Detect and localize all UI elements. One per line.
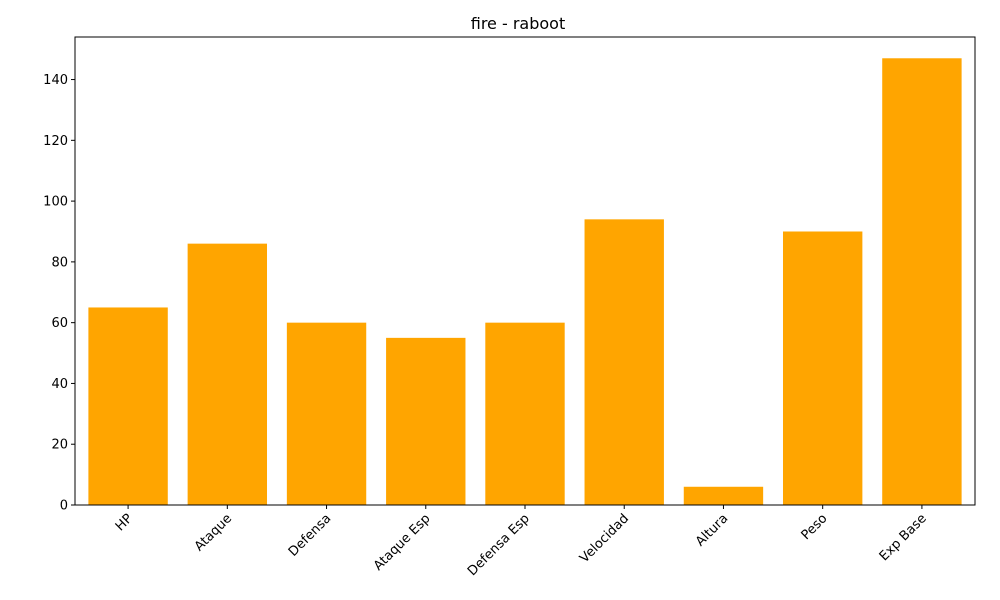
x-tick-label: Velocidad [577,511,632,566]
y-tick-label: 140 [43,73,68,88]
bar-ataque-esp [386,337,466,505]
plot-frame [74,36,976,506]
y-tick-label: 100 [43,195,68,210]
bar-defensa [286,322,367,505]
y-tick-label: 80 [51,255,68,270]
bar-altura [683,486,764,505]
bar-exp-base [882,58,962,505]
x-tick-label: Exp Base [877,511,930,564]
bar-defensa-esp [485,322,565,505]
bar-hp [88,307,168,505]
y-axis: 0 20 40 60 80 100 120 140 [43,73,75,514]
y-tick-label: 0 [60,499,68,514]
x-tick-label: HP [113,511,136,534]
x-tick-label: Defensa Esp [465,511,533,579]
x-tick-label: Defensa [286,511,334,559]
bar-velocidad [584,219,664,506]
y-tick-label: 60 [51,316,68,331]
chart-title: fire - raboot [471,14,565,33]
y-tick-label: 120 [43,134,68,149]
bar-peso [782,231,863,505]
x-tick-label: Ataque [192,511,235,554]
x-tick-label: Ataque Esp [371,511,434,574]
bar-ataque [187,243,268,505]
y-tick-label: 20 [51,438,68,453]
y-tick-label: 40 [51,377,68,392]
x-axis: HP Ataque Defensa Ataque Esp Defensa Esp Velo… [113,505,930,579]
x-tick-label: Peso [799,511,831,543]
bars-layer [88,58,962,506]
x-tick-label: Altura [693,511,731,549]
